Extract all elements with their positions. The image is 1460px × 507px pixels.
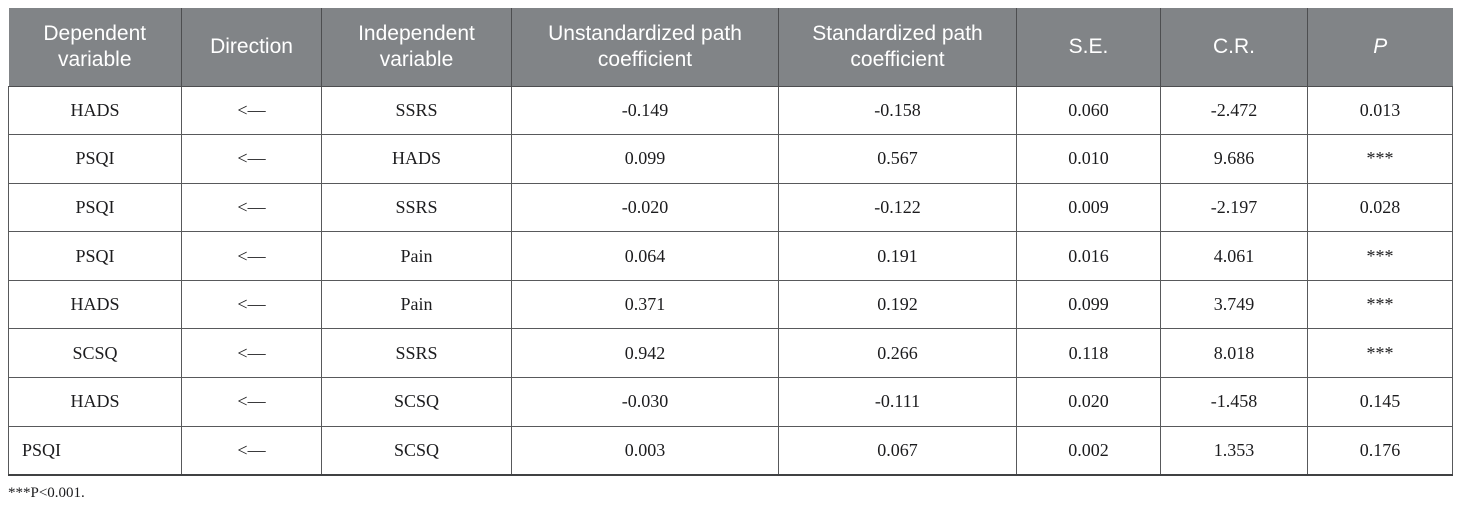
table-row: HADS <— SSRS -0.149 -0.158 0.060 -2.472 0.013 bbox=[8, 85, 1453, 136]
direction-arrow-cell: <— bbox=[181, 425, 322, 476]
table-cell: 0.028 bbox=[1307, 182, 1453, 233]
table-cell: 0.016 bbox=[1016, 231, 1161, 281]
table-cell: 0.003 bbox=[511, 425, 779, 476]
table-body: HADS <— SSRS -0.149 -0.158 0.060 -2.472 0.013 PS… bbox=[8, 85, 1453, 476]
table-cell: HADS bbox=[8, 377, 182, 427]
table-cell: 0.191 bbox=[778, 231, 1017, 281]
direction-arrow-cell: <— bbox=[181, 279, 322, 330]
table-cell: PSQI bbox=[8, 425, 182, 476]
table-cell: *** bbox=[1307, 328, 1453, 379]
column-header-1: Direction bbox=[181, 8, 322, 87]
table-cell: -0.158 bbox=[778, 85, 1017, 136]
table-cell: SSRS bbox=[321, 85, 512, 136]
table-cell: Pain bbox=[321, 231, 512, 281]
table-cell: 3.749 bbox=[1160, 279, 1308, 330]
column-header-6: C.R. bbox=[1160, 8, 1308, 87]
table-cell: 8.018 bbox=[1160, 328, 1308, 379]
table-cell: 0.176 bbox=[1307, 425, 1453, 476]
header-row: Dependent variable Direction Independent v… bbox=[8, 8, 1453, 87]
table-cell: 0.013 bbox=[1307, 85, 1453, 136]
column-header-3: Unstandardized path coefficient bbox=[511, 8, 779, 87]
table-cell: HADS bbox=[8, 279, 182, 330]
table-cell: SSRS bbox=[321, 182, 512, 233]
direction-arrow-cell: <— bbox=[181, 182, 322, 233]
column-header-0: Dependent variable bbox=[8, 8, 182, 87]
table-cell: 0.002 bbox=[1016, 425, 1161, 476]
table-cell: 0.010 bbox=[1016, 134, 1161, 184]
table-cell: HADS bbox=[321, 134, 512, 184]
table-cell: 0.099 bbox=[1016, 279, 1161, 330]
table-row: PSQI <— HADS 0.099 0.567 0.010 9.686 *** bbox=[8, 134, 1453, 184]
table-cell: -1.458 bbox=[1160, 377, 1308, 427]
table-cell: *** bbox=[1307, 231, 1453, 281]
direction-arrow-cell: <— bbox=[181, 134, 322, 184]
path-coefficients-table: Dependent variable Direction Independent v… bbox=[8, 8, 1453, 476]
table-cell: 0.145 bbox=[1307, 377, 1453, 427]
table-cell: SCSQ bbox=[321, 425, 512, 476]
table-cell: *** bbox=[1307, 279, 1453, 330]
table-header: Dependent variable Direction Independent v… bbox=[8, 8, 1453, 87]
table-cell: 0.118 bbox=[1016, 328, 1161, 379]
table-cell: Pain bbox=[321, 279, 512, 330]
table-cell: 0.942 bbox=[511, 328, 779, 379]
table-cell: PSQI bbox=[8, 134, 182, 184]
table-cell: 0.099 bbox=[511, 134, 779, 184]
table-cell: 0.067 bbox=[778, 425, 1017, 476]
column-header-2: Independent variable bbox=[321, 8, 512, 87]
table-cell: PSQI bbox=[8, 182, 182, 233]
table-cell: 0.371 bbox=[511, 279, 779, 330]
table-row: SCSQ <— SSRS 0.942 0.266 0.118 8.018 *** bbox=[8, 328, 1453, 379]
table-row: PSQI <— SSRS -0.020 -0.122 0.009 -2.197 0.028 bbox=[8, 182, 1453, 233]
footnote: ***P<0.001. bbox=[8, 484, 85, 501]
table-cell: 0.266 bbox=[778, 328, 1017, 379]
table-cell: 0.060 bbox=[1016, 85, 1161, 136]
table-cell: 0.020 bbox=[1016, 377, 1161, 427]
table-row: HADS <— SCSQ -0.030 -0.111 0.020 -1.458 0.145 bbox=[8, 377, 1453, 427]
table-cell: HADS bbox=[8, 85, 182, 136]
column-header-5: S.E. bbox=[1016, 8, 1161, 87]
table-row: PSQI <— SCSQ 0.003 0.067 0.002 1.353 0.176 bbox=[8, 425, 1453, 476]
direction-arrow-cell: <— bbox=[181, 85, 322, 136]
table-cell: -0.030 bbox=[511, 377, 779, 427]
table-cell: -0.122 bbox=[778, 182, 1017, 233]
column-header-7: P bbox=[1307, 8, 1453, 87]
table-cell: PSQI bbox=[8, 231, 182, 281]
table-cell: -2.472 bbox=[1160, 85, 1308, 136]
table-row: PSQI <— Pain 0.064 0.191 0.016 4.061 *** bbox=[8, 231, 1453, 281]
table-cell: -0.149 bbox=[511, 85, 779, 136]
table-cell: 0.009 bbox=[1016, 182, 1161, 233]
direction-arrow-cell: <— bbox=[181, 377, 322, 427]
direction-arrow-cell: <— bbox=[181, 231, 322, 281]
table-cell: -2.197 bbox=[1160, 182, 1308, 233]
table-cell: 0.567 bbox=[778, 134, 1017, 184]
table-cell: -0.111 bbox=[778, 377, 1017, 427]
table-cell: 4.061 bbox=[1160, 231, 1308, 281]
table-cell: SCSQ bbox=[8, 328, 182, 379]
table-cell: 0.192 bbox=[778, 279, 1017, 330]
table-cell: SCSQ bbox=[321, 377, 512, 427]
direction-arrow-cell: <— bbox=[181, 328, 322, 379]
table-cell: SSRS bbox=[321, 328, 512, 379]
table-cell: 9.686 bbox=[1160, 134, 1308, 184]
table-row: HADS <— Pain 0.371 0.192 0.099 3.749 *** bbox=[8, 279, 1453, 330]
table-cell: -0.020 bbox=[511, 182, 779, 233]
column-header-4: Standardized path coefficient bbox=[778, 8, 1017, 87]
table-cell: 1.353 bbox=[1160, 425, 1308, 476]
table-cell: 0.064 bbox=[511, 231, 779, 281]
table-cell: *** bbox=[1307, 134, 1453, 184]
